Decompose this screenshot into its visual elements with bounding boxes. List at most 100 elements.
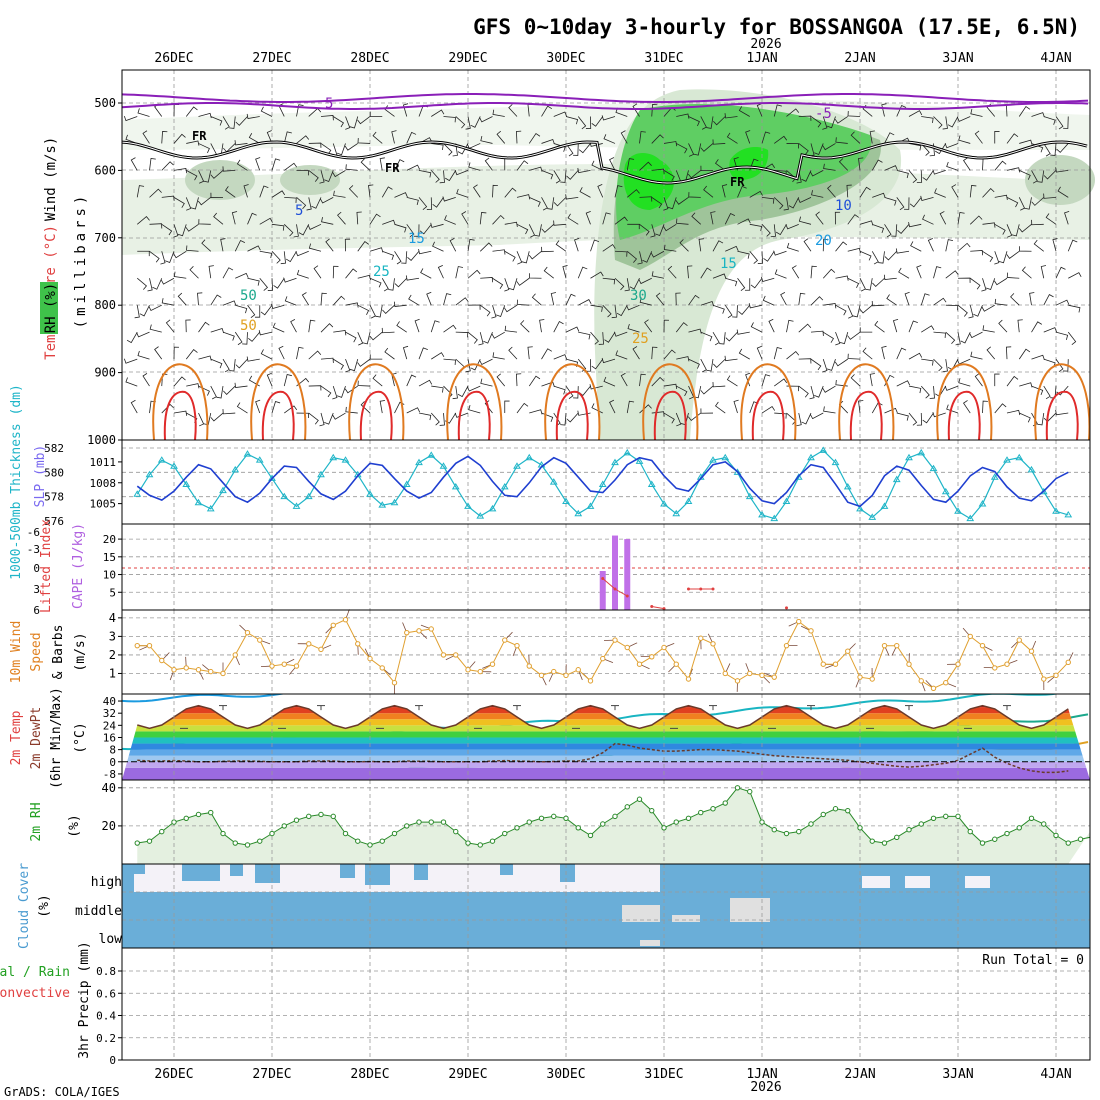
upper-barb	[947, 116, 959, 128]
upper-barb	[761, 131, 771, 144]
upper-barb	[283, 277, 297, 283]
upper-barb	[688, 294, 700, 306]
contour-label-6: 25	[373, 264, 390, 280]
upper-barb	[408, 294, 420, 306]
upper-barb	[375, 305, 383, 318]
temp-band-2	[122, 755, 1090, 762]
precip-yticks: 0 0.2 0.4 0.6 0.8	[96, 965, 122, 1067]
upper-barb	[406, 374, 417, 387]
cloud-level-low: low	[99, 932, 123, 947]
upper-barb	[455, 266, 464, 279]
upper-barb	[528, 132, 541, 144]
upper-barb	[454, 170, 469, 176]
upper-barb	[185, 197, 192, 211]
cape-ticklabel-2: 15	[103, 551, 116, 564]
li-ticklabel-1: -3	[27, 543, 40, 556]
upper-barb	[356, 211, 362, 225]
temp-ticklabel-4: 8	[109, 744, 116, 757]
ylabel-thickness: 1000-500mb Thickness (dm)	[9, 384, 24, 580]
upper-barb	[969, 185, 977, 198]
thickness-point	[427, 451, 436, 458]
rh2m-point	[281, 823, 287, 829]
upper-barb	[443, 116, 456, 123]
upper-barb	[957, 277, 971, 283]
upper-barb	[651, 376, 664, 387]
upper-barb	[406, 164, 421, 171]
upper-barb	[231, 211, 238, 225]
upper-barb	[815, 211, 824, 225]
slp-ticklabel-0: 1005	[90, 498, 117, 511]
upper-barb	[1055, 116, 1064, 130]
upper-barb	[308, 170, 319, 182]
wind10m-point	[624, 644, 630, 651]
upper-barb	[1043, 143, 1051, 157]
rh-core-2	[729, 147, 769, 180]
upper-barb	[982, 325, 995, 333]
rh2m-point	[649, 807, 655, 814]
upper-barb	[969, 215, 983, 225]
upper-barb	[962, 157, 971, 171]
upper-barb	[639, 131, 646, 144]
upper-barb	[336, 143, 346, 156]
upper-barb	[185, 349, 198, 360]
upper-barb	[809, 412, 824, 420]
upper-barb	[197, 197, 211, 206]
thickness-point	[954, 507, 962, 514]
thickness-point	[341, 456, 350, 463]
upper-barb	[733, 399, 739, 414]
thickness-slp-content	[122, 440, 1090, 524]
upper-air-yticks: 500 600 700 800 900 1000	[87, 96, 122, 447]
thickness-point	[831, 458, 840, 466]
wind10m-point	[1016, 637, 1022, 643]
upper-barb	[394, 277, 408, 288]
upper-barb	[982, 187, 995, 198]
contour-label-2: 5	[295, 203, 303, 219]
upper-barb	[222, 166, 236, 172]
upper-barb	[284, 296, 297, 306]
upper-barb	[553, 354, 568, 360]
upper-barb	[566, 170, 579, 180]
wind10m-point	[808, 628, 814, 634]
upper-barb	[1029, 292, 1035, 306]
rh2m-point	[526, 819, 532, 825]
upper-barb	[714, 159, 726, 171]
upper-barb	[401, 251, 408, 264]
upper-ticklabel-4: 900	[94, 366, 116, 380]
upper-barb	[255, 157, 261, 171]
upper-barb	[173, 197, 185, 208]
upper-barb	[850, 374, 861, 387]
wind10m-point	[673, 661, 679, 667]
upper-barb	[737, 185, 747, 198]
upper-barb	[675, 412, 682, 427]
contour-label-3: 10	[835, 198, 852, 214]
upper-barb	[737, 250, 750, 259]
upper-barb	[955, 332, 961, 346]
thickness-point	[157, 456, 166, 463]
wind10m-point	[918, 678, 924, 684]
upper-barb	[1055, 358, 1064, 373]
wind10m-point	[465, 667, 471, 673]
upper-barb	[891, 224, 898, 237]
upper-barb	[186, 170, 198, 181]
temp-ticklabel-2: 24	[103, 719, 117, 732]
rh2m-point	[747, 788, 753, 795]
upper-barb	[846, 184, 852, 198]
upper-barb	[896, 104, 907, 117]
rh2m-point	[1016, 825, 1022, 831]
wind10m-point	[514, 642, 520, 649]
upper-barb	[154, 346, 163, 360]
upper-barb	[369, 111, 383, 117]
upper-barb	[869, 130, 875, 144]
upper-barb	[687, 265, 693, 279]
rh2m-point	[930, 815, 937, 821]
top-date-4jan: 4JAN	[1040, 51, 1071, 66]
upper-barb	[700, 300, 715, 307]
upper-barb	[296, 269, 309, 279]
thickness-point	[598, 480, 607, 487]
ylabel-wind10m-1: 10m Wind	[9, 621, 24, 684]
rh2m-point	[1053, 832, 1059, 839]
upper-barb	[822, 143, 836, 151]
upper-barb	[629, 278, 640, 290]
upper-barb	[443, 293, 452, 306]
